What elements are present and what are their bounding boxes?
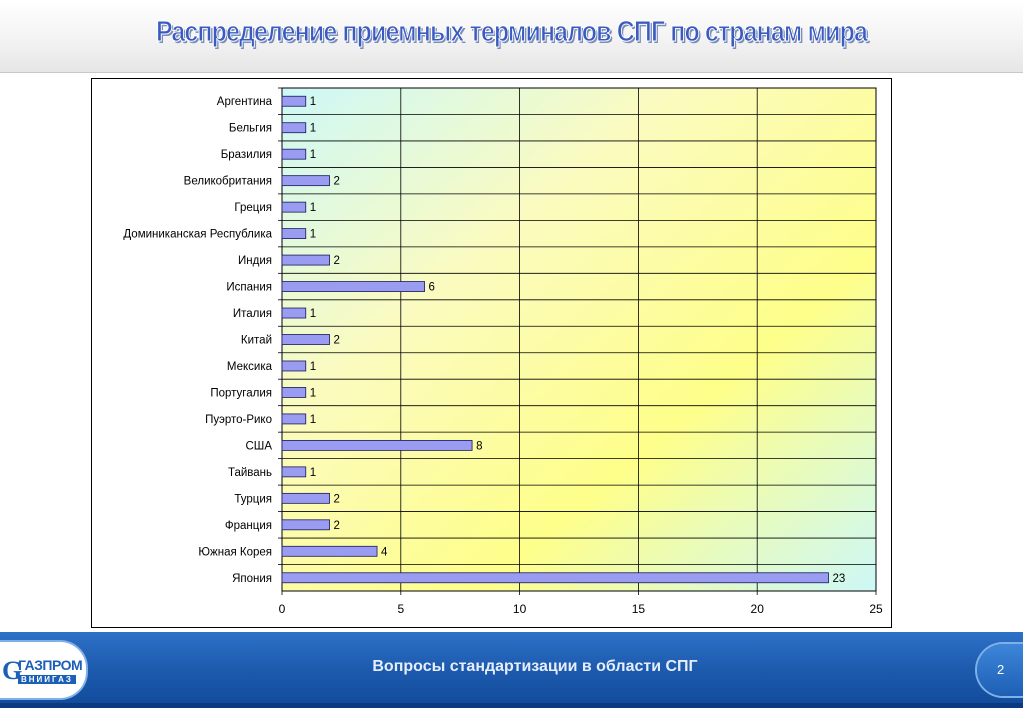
page-number: 2	[997, 662, 1005, 677]
bar	[281, 148, 307, 160]
bar	[281, 413, 307, 425]
data-label: 23	[832, 573, 845, 585]
x-tick-label: 0	[279, 602, 286, 616]
chart-frame: 0 5 10 15 20 25 Аргентина 1 Бельгия 1 Бразилия 1 Вел…	[91, 78, 892, 628]
bar	[281, 387, 307, 398]
bar	[281, 572, 829, 584]
data-label: 1	[310, 229, 316, 241]
bar	[281, 307, 307, 319]
data-label: 8	[476, 440, 482, 452]
data-label: 1	[310, 96, 316, 108]
slide-footer: G ГАЗПРОМ ВНИИГАЗ Вопросы стандартизации…	[0, 632, 1023, 708]
category-label: Пуэрто-Рико	[205, 414, 272, 426]
category-label: Мексика	[227, 361, 273, 373]
category-label: Испания	[226, 282, 272, 294]
footer-caption: Вопросы стандартизации в области СПГ	[372, 658, 698, 675]
plot-area	[282, 88, 876, 591]
logo-flame-icon: G	[2, 656, 23, 685]
company-logo: G ГАЗПРОМ ВНИИГАЗ	[0, 642, 86, 698]
data-label: 1	[310, 361, 316, 373]
bar	[281, 281, 425, 292]
x-tick-label: 5	[397, 602, 404, 616]
bar	[281, 519, 330, 531]
page-badge: 2	[977, 644, 1023, 696]
data-label: 1	[310, 467, 316, 479]
category-label: Бразилия	[221, 149, 272, 161]
data-label: 2	[334, 255, 340, 267]
bar	[281, 228, 307, 240]
category-label: Южная Корея	[198, 546, 272, 558]
bar	[281, 545, 378, 557]
bar	[281, 122, 307, 134]
bar	[281, 95, 307, 107]
footer-stripe	[0, 703, 1023, 708]
bar	[281, 439, 473, 451]
category-label: Китай	[241, 335, 272, 347]
x-tick-label: 15	[632, 602, 646, 616]
bar	[281, 360, 307, 372]
bar	[281, 201, 307, 213]
category-label: Доминиканская Республика	[123, 229, 272, 241]
x-tick-label: 25	[869, 602, 883, 616]
category-label: США	[245, 440, 272, 452]
logo-sub-text: ВНИИГАЗ	[18, 675, 76, 684]
data-label: 2	[334, 493, 340, 505]
category-label: Тайвань	[228, 467, 272, 479]
data-label: 2	[334, 335, 340, 347]
data-label: 6	[429, 282, 435, 294]
slide-header: Распределение приемных терминалов СПГ по…	[0, 0, 1023, 73]
bar	[281, 175, 330, 187]
category-label: Турция	[234, 493, 272, 505]
data-label: 2	[334, 176, 340, 188]
logo-main-text: ГАЗПРОМ	[18, 657, 83, 673]
category-label: Франция	[225, 520, 272, 532]
data-label: 2	[334, 520, 340, 532]
category-label: Португалия	[210, 387, 272, 399]
x-tick-label: 20	[751, 602, 765, 616]
data-label: 1	[310, 308, 316, 320]
data-label: 1	[310, 123, 316, 135]
bar	[281, 334, 330, 345]
category-label: Великобритания	[184, 176, 272, 188]
bar	[281, 492, 330, 504]
x-tick-label: 10	[513, 602, 527, 616]
bar-chart: 0 5 10 15 20 25 Аргентина 1 Бельгия 1 Бразилия 1 Вел…	[123, 87, 883, 616]
data-label: 1	[310, 387, 316, 399]
category-label: Индия	[238, 255, 272, 267]
data-label: 4	[381, 546, 388, 558]
bar	[281, 254, 330, 266]
slide-title: Распределение приемных терминалов СПГ по…	[155, 16, 869, 49]
category-label: Аргентина	[217, 96, 273, 108]
category-label: Греция	[234, 202, 272, 214]
bar	[281, 466, 307, 478]
category-label: Япония	[232, 573, 272, 585]
category-label: Италия	[233, 308, 272, 320]
category-label: Бельгия	[229, 123, 272, 135]
data-label: 1	[310, 149, 316, 161]
data-label: 1	[310, 414, 316, 426]
data-label: 1	[310, 202, 316, 214]
